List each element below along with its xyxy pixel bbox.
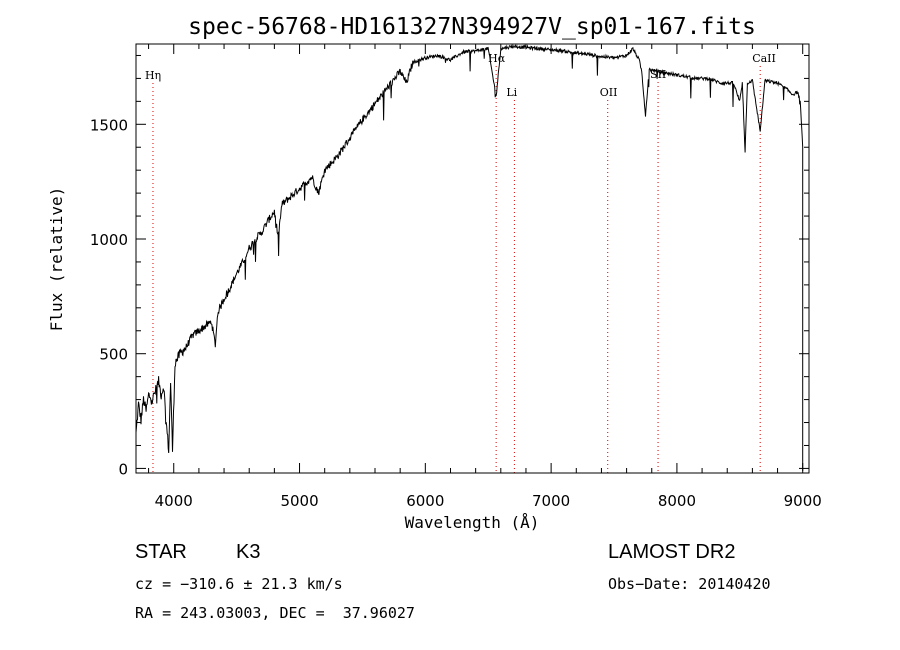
object-subclass: K3 xyxy=(236,541,261,563)
line-label-OII: OII xyxy=(600,86,618,99)
chart-title: spec-56768-HD161327N394927V_sp01-167.fit… xyxy=(188,14,756,40)
line-label-CaII: CaII xyxy=(752,52,776,65)
line-labels: Hη Hα Li OII SII CaII xyxy=(145,52,776,99)
x-tick-label: 7000 xyxy=(532,492,570,510)
survey-name: LAMOST DR2 xyxy=(608,541,736,563)
line-label-SII: SII xyxy=(650,68,666,81)
line-label-Li: Li xyxy=(506,86,517,99)
obs-date: Obs−Date: 20140420 xyxy=(608,575,771,593)
ra-dec-coordinates: RA = 243.03003, DEC = 37.96027 xyxy=(135,604,415,622)
line-label-Hα: Hα xyxy=(488,52,506,65)
x-tick-label: 9000 xyxy=(784,492,822,510)
plot-frame xyxy=(135,43,810,474)
x-tick-label: 5000 xyxy=(280,492,318,510)
object-class: STAR xyxy=(135,541,187,563)
axis-ticks: 4000 5000 6000 7000 8000 9000 0 500 1000 1500 xyxy=(90,44,822,510)
spectrum-line xyxy=(135,43,804,471)
y-tick-label: 500 xyxy=(99,346,128,364)
x-tick-label: 8000 xyxy=(658,492,696,510)
x-tick-label: 6000 xyxy=(406,492,444,510)
spectral-line-markers xyxy=(152,66,761,473)
x-axis-label: Wavelength (Å) xyxy=(405,513,540,532)
y-tick-label: 1000 xyxy=(90,231,128,249)
y-tick-label: 1500 xyxy=(90,116,128,134)
x-tick-label: 4000 xyxy=(155,492,193,510)
redshift-cz: cz = −310.6 ± 21.3 km/s xyxy=(135,575,343,593)
line-label-Hη: Hη xyxy=(145,69,161,82)
y-tick-label: 0 xyxy=(118,460,128,478)
y-axis-label: Flux (relative) xyxy=(47,187,66,332)
